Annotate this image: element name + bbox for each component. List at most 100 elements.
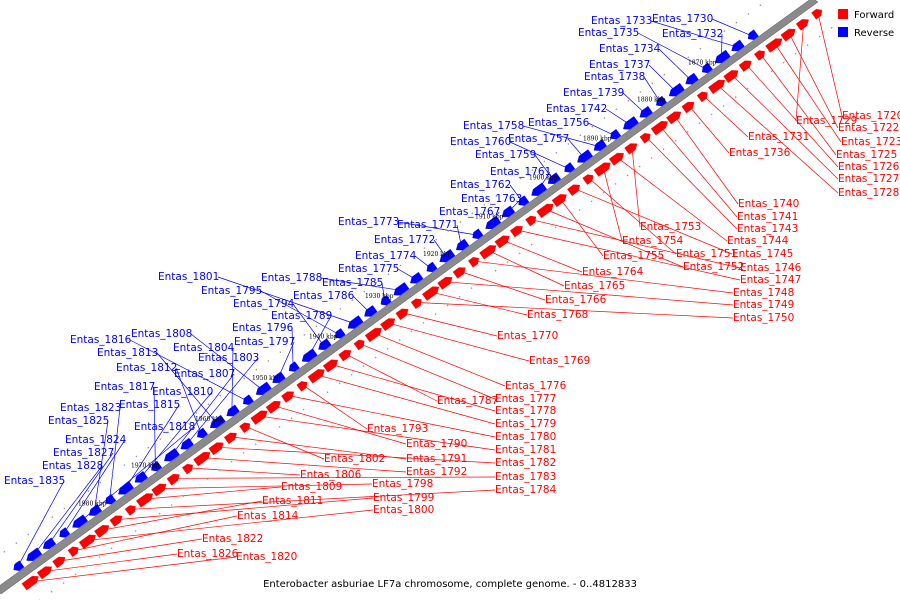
forward-gene-feature[interactable] [208, 442, 224, 456]
reverse-gene-label[interactable]: Entas_1828 [42, 460, 103, 472]
reverse-gene-label[interactable]: Entas_1732 [662, 28, 723, 40]
forward-gene-feature[interactable] [437, 276, 453, 290]
reverse-gene-label[interactable]: Entas_1760 [450, 136, 511, 148]
reverse-gene-feature[interactable] [134, 471, 148, 483]
forward-gene-feature[interactable] [296, 381, 308, 392]
reverse-gene-label[interactable]: Entas_1757 [508, 133, 569, 145]
forward-gene-feature[interactable] [811, 8, 823, 20]
forward-gene-label[interactable]: Entas_1769 [529, 355, 590, 367]
reverse-gene-label[interactable]: Entas_1739 [563, 87, 624, 99]
forward-gene-label[interactable]: Entas_1740 [738, 198, 799, 210]
reverse-gene-label[interactable]: Entas_1772 [374, 234, 435, 246]
forward-gene-label[interactable]: Entas_1811 [262, 495, 323, 507]
forward-gene-feature[interactable] [525, 215, 537, 227]
reverse-gene-feature[interactable] [668, 82, 685, 97]
reverse-gene-feature[interactable] [272, 371, 286, 384]
forward-gene-label[interactable]: Entas_1820 [236, 551, 297, 563]
forward-gene-feature[interactable] [322, 359, 338, 373]
forward-gene-label[interactable]: Entas_1745 [732, 248, 793, 260]
forward-gene-feature[interactable] [593, 162, 611, 177]
reverse-gene-feature[interactable] [42, 537, 57, 550]
reverse-gene-label[interactable]: Entas_1785 [322, 277, 383, 289]
reverse-gene-label[interactable]: Entas_1763 [461, 193, 522, 205]
reverse-gene-label[interactable]: Entas_1812 [116, 362, 177, 374]
forward-gene-label[interactable]: Entas_1791 [406, 453, 467, 465]
forward-gene-feature[interactable] [67, 546, 79, 558]
reverse-gene-feature[interactable] [485, 215, 502, 230]
reverse-gene-label[interactable]: Entas_1738 [584, 71, 645, 83]
forward-gene-feature[interactable] [723, 70, 739, 83]
reverse-gene-feature[interactable] [731, 39, 745, 52]
reverse-gene-label[interactable]: Entas_1807 [174, 368, 235, 380]
forward-gene-label[interactable]: Entas_1753 [640, 221, 701, 233]
forward-gene-feature[interactable] [223, 432, 237, 445]
forward-gene-feature[interactable] [666, 111, 682, 125]
forward-gene-label[interactable]: Entas_1782 [495, 457, 556, 469]
reverse-gene-feature[interactable] [393, 282, 410, 296]
reverse-gene-feature[interactable] [288, 361, 300, 372]
reverse-gene-feature[interactable] [531, 182, 548, 196]
forward-gene-feature[interactable] [479, 245, 497, 260]
forward-gene-feature[interactable] [364, 327, 382, 343]
reverse-gene-feature[interactable] [255, 381, 272, 396]
reverse-gene-label[interactable]: Entas_1824 [65, 434, 127, 446]
forward-gene-label[interactable]: Entas_1727 [838, 173, 899, 185]
forward-gene-feature[interactable] [239, 422, 251, 434]
reverse-gene-label[interactable]: Entas_1794 [233, 298, 295, 310]
forward-gene-feature[interactable] [738, 60, 752, 72]
reverse-gene-feature[interactable] [242, 394, 254, 405]
reverse-gene-feature[interactable] [151, 460, 163, 472]
reverse-gene-feature[interactable] [714, 49, 731, 64]
reverse-gene-feature[interactable] [209, 414, 226, 429]
reverse-gene-feature[interactable] [547, 172, 562, 185]
reverse-gene-feature[interactable] [26, 547, 43, 562]
forward-gene-label[interactable]: Entas_1826 [177, 548, 239, 560]
forward-gene-feature[interactable] [765, 38, 783, 53]
forward-gene-label[interactable]: Entas_1778 [495, 405, 556, 417]
forward-gene-feature[interactable] [795, 19, 809, 31]
forward-gene-label[interactable]: Entas_1779 [495, 418, 556, 430]
forward-gene-label[interactable]: Entas_1725 [836, 149, 897, 161]
reverse-gene-feature[interactable] [180, 437, 194, 450]
reverse-gene-feature[interactable] [13, 560, 25, 571]
reverse-gene-feature[interactable] [577, 149, 593, 163]
forward-gene-feature[interactable] [78, 534, 96, 549]
reverse-gene-label[interactable]: Entas_1786 [293, 290, 355, 302]
forward-gene-feature[interactable] [395, 308, 409, 321]
forward-gene-feature[interactable] [182, 463, 193, 475]
reverse-gene-label[interactable]: Entas_1774 [355, 250, 417, 262]
reverse-gene-label[interactable]: Entas_1762 [450, 179, 511, 191]
forward-gene-feature[interactable] [624, 143, 638, 155]
forward-gene-label[interactable]: Entas_1736 [729, 147, 791, 159]
forward-gene-label[interactable]: Entas_1781 [495, 444, 556, 456]
forward-gene-feature[interactable] [681, 101, 695, 114]
reverse-gene-feature[interactable] [639, 106, 653, 118]
reverse-gene-feature[interactable] [197, 427, 208, 439]
reverse-gene-feature[interactable] [501, 205, 516, 218]
forward-gene-label[interactable]: Entas_1806 [300, 469, 362, 481]
forward-gene-feature[interactable] [551, 194, 567, 208]
forward-gene-feature[interactable] [708, 79, 726, 95]
forward-gene-label[interactable]: Entas_1754 [622, 235, 684, 247]
reverse-gene-feature[interactable] [59, 527, 71, 538]
reverse-gene-label[interactable]: Entas_1796 [232, 322, 294, 334]
forward-gene-feature[interactable] [639, 133, 651, 144]
reverse-gene-feature[interactable] [472, 228, 484, 240]
reverse-gene-label[interactable]: Entas_1816 [70, 334, 132, 346]
reverse-gene-feature[interactable] [88, 504, 103, 516]
reverse-gene-feature[interactable] [105, 494, 117, 505]
reverse-gene-label[interactable]: Entas_1825 [48, 415, 109, 427]
reverse-gene-feature[interactable] [610, 129, 622, 140]
reverse-gene-feature[interactable] [118, 481, 134, 495]
reverse-gene-feature[interactable] [685, 72, 699, 85]
reverse-gene-label[interactable]: Entas_1775 [338, 263, 399, 275]
forward-gene-feature[interactable] [422, 286, 440, 301]
forward-gene-feature[interactable] [582, 174, 594, 185]
forward-gene-label[interactable]: Entas_1731 [748, 131, 809, 143]
forward-gene-feature[interactable] [696, 91, 708, 103]
forward-gene-label[interactable]: Entas_1743 [737, 223, 798, 235]
forward-gene-label[interactable]: Entas_1799 [373, 492, 434, 504]
reverse-gene-label[interactable]: Entas_1804 [173, 342, 235, 354]
forward-gene-label[interactable]: Entas_1765 [564, 280, 625, 292]
reverse-gene-feature[interactable] [439, 248, 456, 263]
